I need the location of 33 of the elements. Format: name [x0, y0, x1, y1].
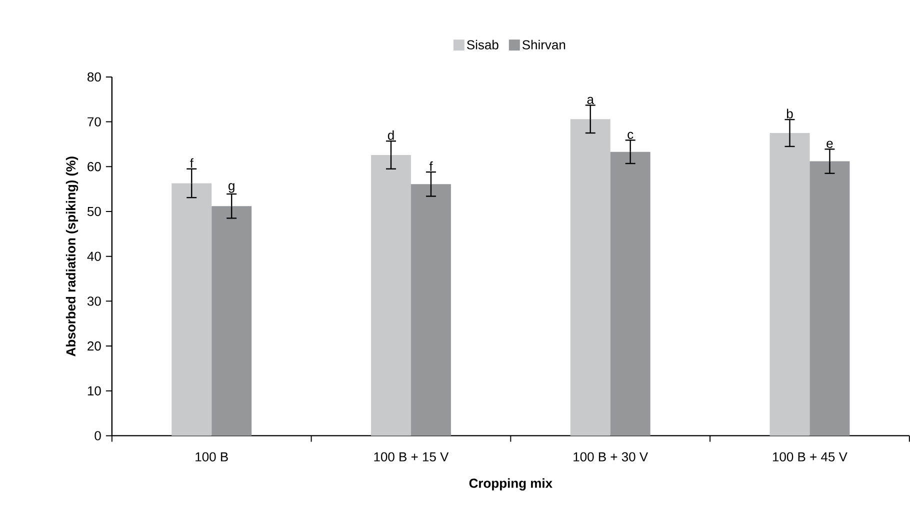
annotation: f: [190, 158, 194, 168]
annotation: e: [826, 141, 833, 148]
legend-label: Shirvan: [522, 40, 566, 50]
bar: [570, 119, 610, 436]
y-tick-label: 10: [88, 386, 101, 396]
x-tick-label: 100 B + 30 V: [574, 452, 648, 462]
annotation: a: [587, 97, 594, 104]
x-tick-label: 100 B + 15 V: [374, 452, 449, 462]
y-tick-label: 50: [87, 207, 101, 216]
bar: [610, 152, 650, 436]
bar: [770, 133, 810, 436]
annotation: c: [628, 132, 634, 140]
y-axis-title: Absorbed radiation (spiking) (%): [66, 156, 78, 356]
x-axis-title: Cropping mix: [469, 478, 552, 491]
x-tick-label: 100 B: [196, 452, 228, 462]
bar: [212, 206, 252, 436]
annotation: b: [786, 108, 793, 119]
y-tick-label: 0: [94, 431, 101, 440]
y-tick-label: 70: [88, 117, 101, 127]
annotation: g: [228, 183, 234, 193]
annotation: d: [388, 130, 394, 140]
y-tick-label: 30: [87, 296, 101, 306]
bar: [810, 161, 850, 436]
x-tick-label: 100 B + 45 V: [772, 452, 848, 462]
y-tick-label: 60: [88, 162, 101, 172]
legend-label: Sisab: [467, 40, 498, 50]
bar: [410, 184, 451, 436]
y-tick-label: 80: [88, 72, 101, 82]
bar: [371, 155, 411, 436]
bar: [172, 183, 212, 436]
annotation: f: [429, 162, 433, 171]
y-tick-label: 20: [88, 342, 101, 351]
y-tick-label: 40: [87, 252, 101, 262]
